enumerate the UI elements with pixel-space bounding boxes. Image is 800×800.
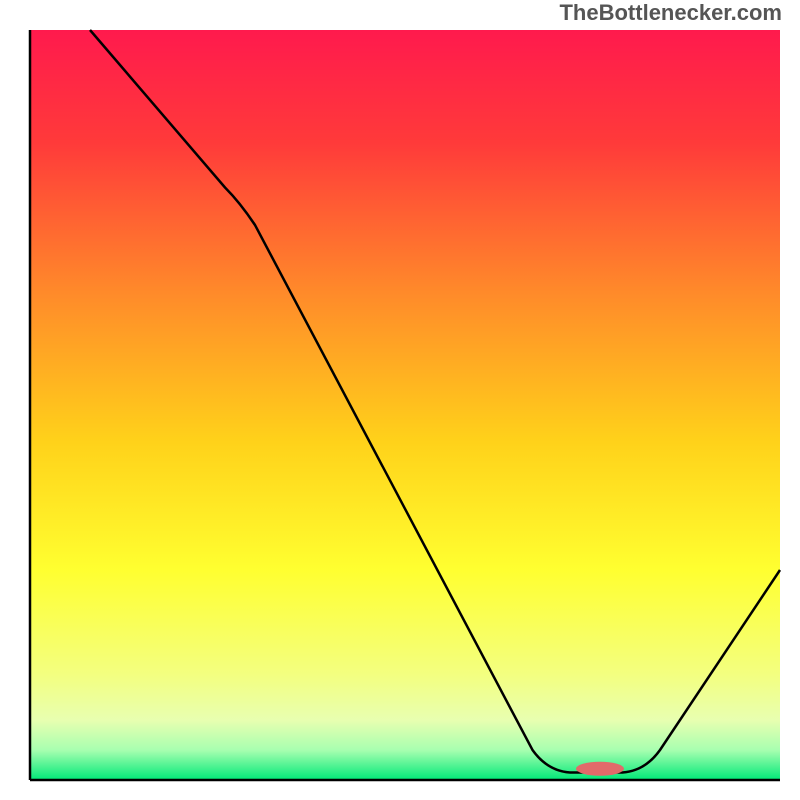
watermark-text: TheBottlenecker.com	[559, 0, 782, 25]
plot-background	[30, 30, 780, 780]
optimal-marker	[576, 762, 624, 776]
bottleneck-chart: TheBottlenecker.com	[0, 0, 800, 800]
